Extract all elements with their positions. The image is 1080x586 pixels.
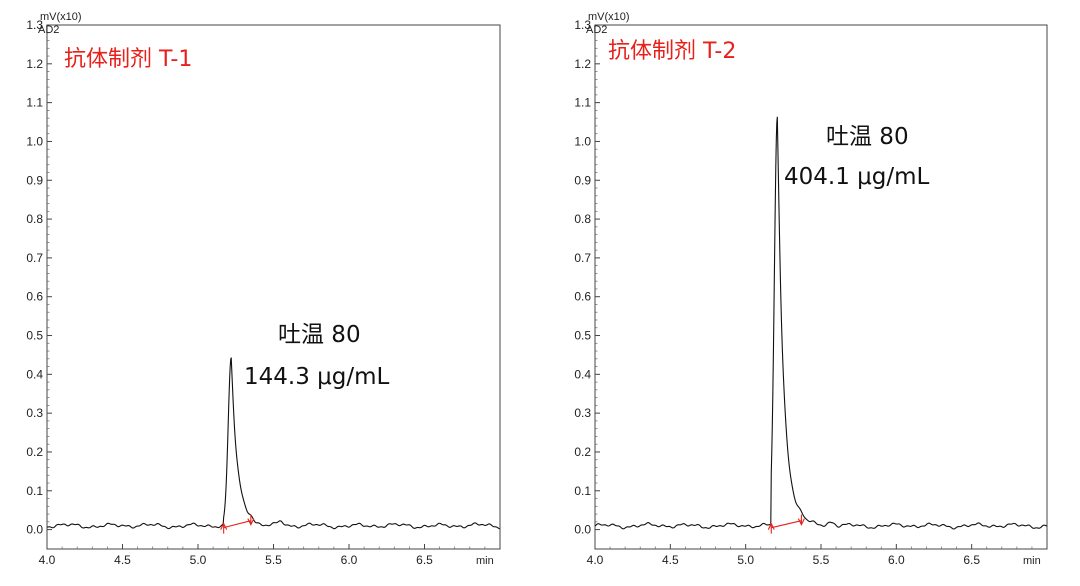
y-tick-label: 0.5: [26, 329, 43, 343]
x-tick-label: 4.5: [114, 553, 131, 567]
x-tick-label: 5.0: [737, 553, 754, 567]
y-tick-label: 0.9: [26, 173, 43, 187]
peak-end-marker: [247, 514, 255, 526]
x-axis-unit-label: min: [1023, 555, 1041, 567]
peak-end-marker: [797, 514, 805, 526]
signal-label: AD2: [586, 24, 607, 36]
axis-ticks: 0.0 0.1 0.2 0.3 0.4 0.5 0.6 0.7 0.8 0.9 1.0 1.1 1.2 1…: [574, 18, 1033, 567]
peak-annotation-value: 404.1 μg/mL: [784, 164, 930, 190]
x-axis-unit-label: min: [476, 555, 494, 567]
y-tick-label: 0.9: [574, 173, 591, 187]
y-tick-label: 0.1: [574, 484, 591, 498]
x-tick-label: 5.0: [190, 553, 207, 567]
x-tick-label: 6.0: [341, 553, 358, 567]
x-tick-label: 5.5: [813, 553, 830, 567]
peak-start-marker: [767, 522, 775, 534]
x-tick-label: 5.5: [265, 553, 282, 567]
y-tick-label: 0.7: [26, 251, 43, 265]
x-tick-label: 4.0: [39, 553, 56, 567]
x-tick-label: 4.5: [662, 553, 679, 567]
y-tick-label: 0.3: [26, 406, 43, 420]
y-tick-label: 0.4: [26, 367, 43, 381]
chromatogram-panel-t1: 0.0 0.1 0.2 0.3 0.4 0.5 0.6 0.7 0.8 0.9 1.0 1.1 1.2 1…: [26, 11, 501, 567]
chromatogram-trace: [594, 116, 1048, 530]
y-tick-label: 1.1: [26, 96, 43, 110]
peak-annotation-value: 144.3 μg/mL: [244, 364, 390, 390]
panel-title: 抗体制剂 T-2: [608, 39, 736, 64]
y-tick-label: 1.2: [574, 57, 591, 71]
x-tick-label: 4.0: [587, 553, 604, 567]
x-tick-label: 6.5: [416, 553, 433, 567]
y-tick-label: 0.3: [574, 406, 591, 420]
peak-start-marker: [220, 522, 228, 534]
peak-annotation-name: 吐温 80: [826, 124, 909, 150]
y-tick-label: 0.6: [574, 290, 591, 304]
y-axis-unit-label: mV(x10): [588, 11, 630, 23]
x-tick-label: 6.5: [963, 553, 980, 567]
y-tick-label: 0.8: [574, 212, 591, 226]
y-axis-unit-label: mV(x10): [40, 11, 82, 23]
y-tick-label: 0.1: [26, 484, 43, 498]
integration-baseline: [223, 520, 251, 529]
y-tick-label: 1.1: [574, 96, 591, 110]
y-tick-label: 1.0: [26, 134, 43, 148]
y-tick-label: 1.3: [574, 18, 591, 32]
y-tick-label: 0.8: [26, 212, 43, 226]
y-tick-label: 1.2: [26, 57, 43, 71]
chromatogram-trace: [46, 357, 501, 530]
panel-title: 抗体制剂 T-1: [64, 47, 192, 72]
y-tick-label: 1.0: [574, 134, 591, 148]
signal-label: AD2: [38, 24, 59, 36]
y-tick-label: 0.0: [26, 523, 43, 537]
integration-baseline: [771, 520, 802, 529]
y-tick-label: 0.7: [574, 251, 591, 265]
plot-frame: [594, 24, 1048, 550]
y-tick-label: 0.2: [26, 445, 43, 459]
plot-frame: [46, 24, 501, 550]
y-tick-label: 0.4: [574, 367, 591, 381]
y-tick-label: 0.0: [574, 523, 591, 537]
peak-annotation-name: 吐温 80: [278, 322, 361, 348]
y-tick-label: 0.5: [574, 329, 591, 343]
y-tick-label: 0.2: [574, 445, 591, 459]
y-tick-label: 1.3: [26, 18, 43, 32]
axis-ticks: 0.0 0.1 0.2 0.3 0.4 0.5 0.6 0.7 0.8 0.9 1.0 1.1 1.2 1…: [26, 18, 486, 567]
chromatogram-panel-t2: 0.0 0.1 0.2 0.3 0.4 0.5 0.6 0.7 0.8 0.9 1.0 1.1 1.2 1…: [574, 11, 1048, 567]
y-tick-label: 0.6: [26, 290, 43, 304]
x-tick-label: 6.0: [888, 553, 905, 567]
